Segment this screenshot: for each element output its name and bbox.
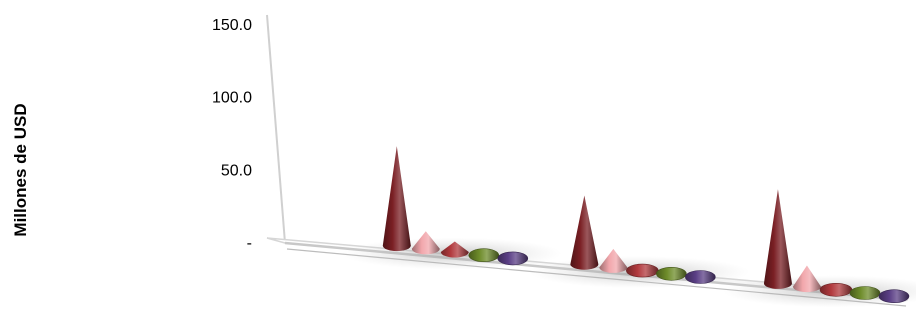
cone-bar [382,146,411,252]
cone-bar [468,248,500,262]
cone-bar [570,195,599,270]
cone-bar [763,189,792,289]
cone-base [626,263,659,278]
y-tick-label: 150.0 [212,17,252,34]
cone-bar [656,266,687,281]
cone-base [685,270,716,284]
y-tick-label: 100.0 [212,90,252,107]
cone-bar [685,270,716,284]
cone-body [382,146,411,252]
cone-bar [497,251,529,266]
cone-base [468,248,500,262]
cone-bar [440,241,469,258]
cone-body [570,195,599,270]
cone-base [878,289,910,304]
y-tick-label: - [247,235,252,252]
y-axis-ticks: - 50.0 100.0 150.0 [212,17,252,252]
cone-bar [792,265,821,293]
cone-body [763,189,792,289]
y-axis-label: Millones de USD [11,103,30,236]
cone-body [411,231,440,255]
cone-bar [411,231,440,255]
cone-base [849,286,881,300]
cone-body [792,265,821,293]
cone-base [497,251,529,266]
cone-body [440,241,469,258]
cone-base [819,282,853,297]
cone-series [382,146,910,304]
y-axis-wall-line [266,14,286,244]
cone-bar [878,289,910,304]
cone-bar [626,263,659,278]
cone-body [599,248,628,273]
cone-bar [849,286,881,300]
cone-bar [599,248,628,273]
y-tick-label: 50.0 [221,162,252,179]
cone-base [656,266,687,281]
cone-bar [819,282,853,297]
